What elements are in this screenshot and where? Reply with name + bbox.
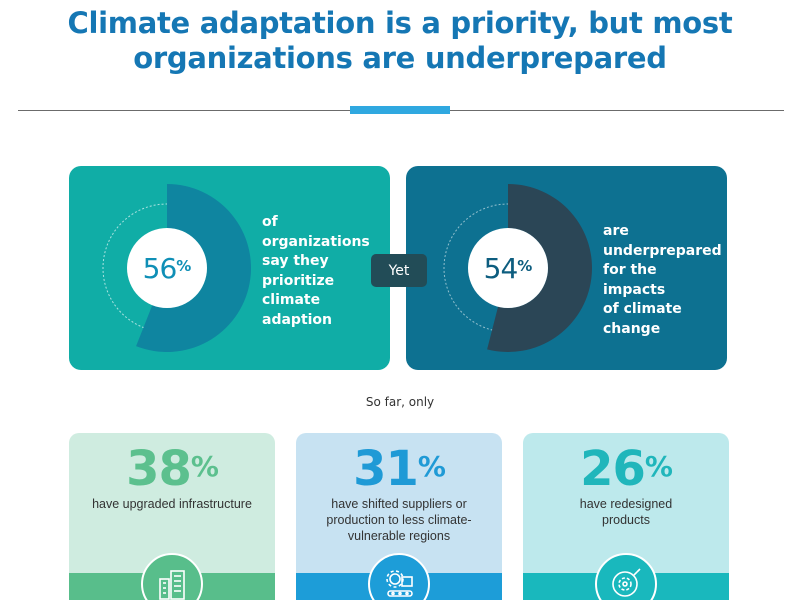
- donut-svg-underprepared: [443, 184, 592, 352]
- stat-unit: %: [417, 450, 446, 483]
- stat-text-line: adaption: [262, 311, 333, 328]
- title-line-1: Climate adaptation is a priority, but mo…: [67, 6, 733, 40]
- stat-card-underprepared: 54% are underprepared for the impacts of…: [406, 166, 727, 370]
- donut-svg-prioritize: [102, 184, 251, 352]
- stat-description: have shifted suppliers or production to …: [308, 496, 490, 544]
- stat-value-block: 26%: [523, 441, 729, 497]
- stat-text-line: underprepared: [603, 242, 722, 259]
- donut-arc-underprepared: [487, 184, 592, 352]
- stat-text-line: are: [603, 223, 629, 239]
- stat-text-line: of: [262, 214, 278, 230]
- stat-text-line: have shifted suppliers or: [331, 497, 467, 511]
- donut-chart-underprepared: 54%: [424, 184, 592, 352]
- stat-value-block: 31%: [296, 441, 502, 497]
- stat-value-block: 38%: [69, 441, 275, 497]
- section-subheading: So far, only: [365, 395, 435, 409]
- page-title: Climate adaptation is a priority, but mo…: [0, 6, 800, 76]
- stat-text-line: products: [602, 513, 650, 527]
- stat-text-line: of climate: [603, 301, 682, 317]
- donut-chart-prioritize: 56%: [83, 184, 251, 352]
- stat-text-line: organizations: [262, 233, 370, 250]
- donut-center: 56%: [127, 228, 207, 308]
- stat-unit: %: [644, 450, 673, 483]
- stat-text-line: prioritize: [262, 272, 335, 289]
- stat-text-line: have redesigned: [579, 497, 673, 511]
- stat-card-suppliers: 31% have shifted suppliers or production…: [296, 433, 502, 600]
- stat-card-infrastructure: 38% have upgraded infrastructure: [69, 433, 275, 600]
- yet-connector-badge: Yet: [371, 254, 427, 287]
- stat-text-line: vulnerable regions: [347, 529, 451, 543]
- stat-value: 54: [483, 251, 519, 285]
- stat-text-line: say they: [262, 253, 329, 269]
- title-line-2: organizations are underprepared: [133, 41, 667, 75]
- stat-text-line: production to less climate-: [326, 513, 472, 527]
- supply-chain-gear-icon: [368, 553, 430, 600]
- stat-value: 31: [353, 441, 419, 497]
- stat-description: are underprepared for the impacts of cli…: [603, 222, 723, 339]
- donut-arc-prioritize: [136, 184, 251, 352]
- stat-value: 38: [126, 441, 192, 497]
- stat-text-line: for the impacts: [603, 262, 666, 298]
- stat-description: have upgraded infrastructure: [81, 496, 263, 512]
- stat-text-line: change: [603, 320, 661, 337]
- divider-accent: [350, 106, 450, 114]
- stat-description: have redesigned products: [535, 496, 717, 528]
- stat-text-line: have upgraded infrastructure: [92, 497, 252, 511]
- buildings-icon: [141, 553, 203, 600]
- stat-text-line: climate: [262, 292, 321, 308]
- stat-unit: %: [190, 450, 219, 483]
- stat-description: of organizations say they prioritize cli…: [262, 213, 382, 330]
- product-redesign-icon: [595, 553, 657, 600]
- stat-unit: %: [517, 257, 533, 275]
- stat-value: 56: [142, 251, 178, 285]
- donut-center: 54%: [468, 228, 548, 308]
- stat-card-prioritize: 56% of organizations say they prioritize…: [69, 166, 390, 370]
- stat-card-products: 26% have redesigned products: [523, 433, 729, 600]
- stat-value: 26: [580, 441, 646, 497]
- stat-unit: %: [176, 257, 192, 275]
